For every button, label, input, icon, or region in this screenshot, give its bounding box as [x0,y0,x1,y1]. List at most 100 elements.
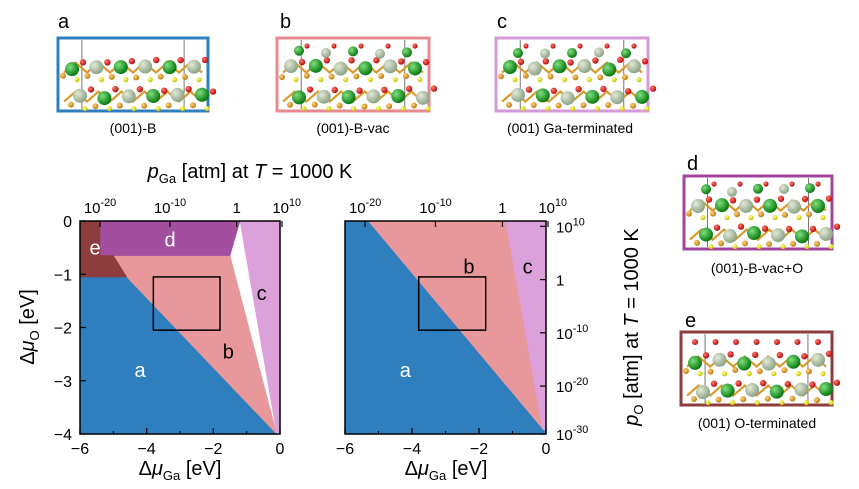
atom [715,198,729,213]
atom [308,58,323,73]
atom [635,89,649,104]
atom [806,368,812,375]
atom [696,385,710,400]
right-regions [344,220,547,435]
atom [737,356,752,371]
atom [97,91,112,106]
left-x-tick-label: −2 [204,441,222,458]
atom [753,196,761,203]
atom [828,399,834,406]
atom [761,356,776,371]
bond-chain [282,61,424,75]
atom [718,240,724,247]
right-y-axis-label: pO [atm] at T = 1000 K [621,228,646,427]
atom [771,228,785,243]
atom [724,215,730,221]
atom [82,105,88,112]
right-region-label-c: c [523,256,533,278]
atom [323,57,330,64]
left-regions [79,220,281,436]
panel-letter-e: e [685,310,696,332]
atom [819,382,833,397]
atom [627,59,641,74]
atom [769,384,784,399]
left-x-tick-label: −6 [71,441,89,458]
atom [373,57,380,64]
atom [815,339,821,345]
molecule-structure-a [60,40,217,112]
atom [204,105,210,112]
atom [688,355,702,370]
structure-panel-e: e (001) O-terminated [679,310,841,431]
atom [600,85,607,93]
atom [715,396,722,403]
atom [764,395,771,402]
atom [720,383,735,398]
atom [794,339,801,345]
left-top-ticks: 10-20 10-10 1 1010 [84,197,301,227]
left-top-tick-label: 1010 [272,197,301,217]
atom [311,101,318,108]
atom [602,62,617,77]
atom [520,105,526,112]
atom [422,58,430,66]
atom [748,215,754,221]
atom [287,101,293,108]
atom [555,102,562,109]
atom [691,198,705,213]
atom [756,368,763,375]
panel-caption-a: (001)-B [110,120,157,136]
atom [796,215,802,221]
right-right-tick-label: 10-30 [556,424,588,444]
atom [353,73,360,80]
atom [406,85,413,92]
panel-letter-b: b [280,11,291,33]
atom [758,211,764,218]
atom [400,105,406,112]
atom [710,380,718,387]
atom [790,240,796,247]
atom [694,239,700,246]
atom [133,74,140,81]
atom [712,352,727,367]
atom [809,225,817,233]
atom [585,89,600,104]
atom [331,86,338,94]
panel-letter-d: d [687,153,698,175]
atom [604,43,610,49]
atom [162,60,177,75]
atom [79,59,87,66]
atom [506,101,512,108]
atom [570,105,576,112]
atom [754,399,760,406]
atom [586,77,593,83]
atom [498,73,504,80]
atom [611,77,617,83]
atom [577,59,592,74]
atom [182,74,188,81]
molecule-structure-e [683,334,841,406]
atom [723,229,737,244]
atom [605,102,612,109]
bond-chain [63,61,203,75]
atom [301,105,307,112]
atom [710,210,716,217]
atom [733,339,739,345]
atom [392,77,398,83]
atom [60,72,66,79]
atom [131,105,137,112]
atom [106,105,112,112]
atom [712,339,719,345]
atom [779,183,789,194]
top-axis-title: pGa [atm] at T = 1000 K [147,161,353,186]
atom [113,60,128,75]
atom [87,86,95,93]
right-top-tick-label: 1 [498,200,506,217]
atom [68,101,74,108]
right-right-tick-label: 10-10 [556,323,588,343]
atom [517,58,525,66]
atom [412,43,418,49]
atom [752,351,759,359]
left-highlight-box [152,276,221,331]
right-region-label-b: b [463,256,474,278]
